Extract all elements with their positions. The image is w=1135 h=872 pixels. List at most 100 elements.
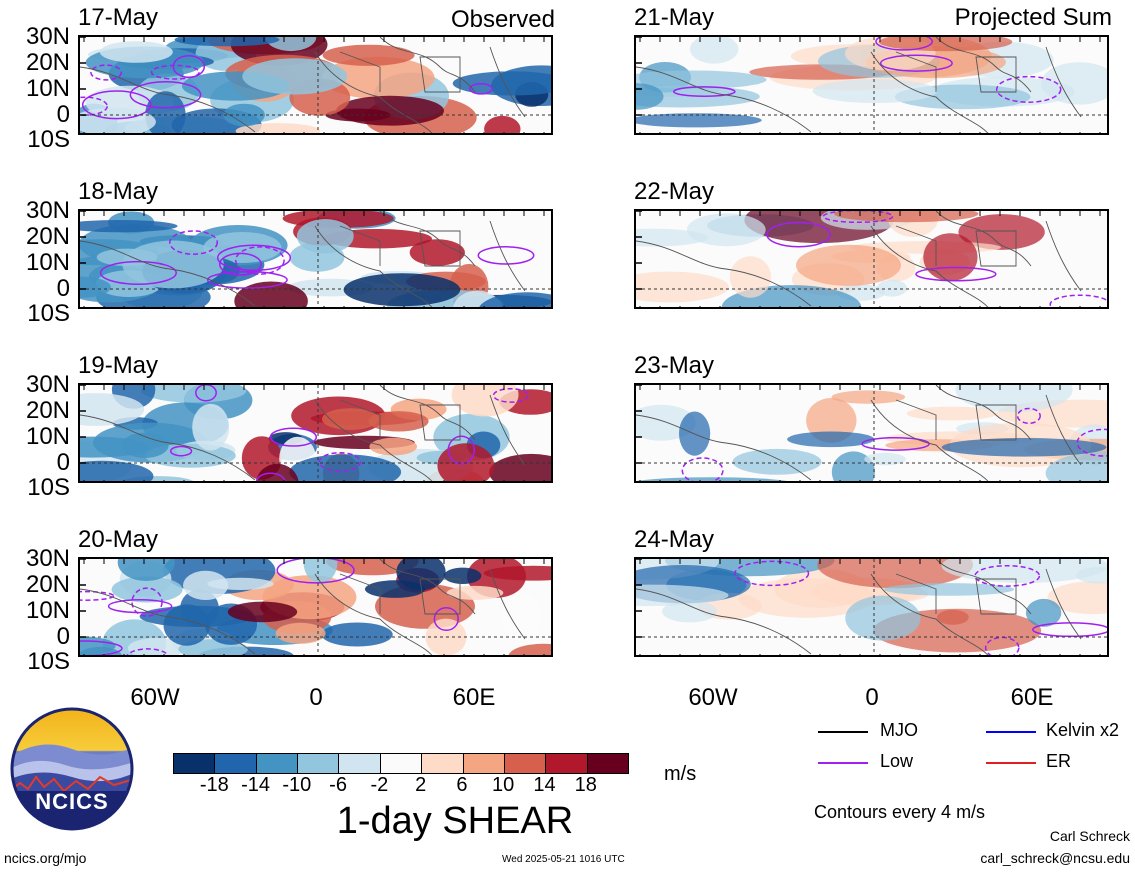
lon-label-left-60w: 60W	[130, 684, 180, 711]
lat-label: 10S	[27, 648, 70, 675]
panel-date-left-3: 19-May	[78, 352, 159, 379]
shear-blob	[242, 58, 348, 95]
shear-field	[80, 211, 551, 307]
shear-blob	[343, 273, 461, 307]
shear-blob	[443, 567, 482, 584]
colorbar-swatch	[422, 754, 464, 773]
shear-blob	[662, 600, 718, 623]
shear-blob	[192, 403, 230, 451]
lat-label: 0	[56, 101, 70, 128]
shear-blob	[275, 622, 326, 644]
shear-field	[636, 559, 1107, 655]
shear-blob	[636, 83, 664, 110]
shear-blob	[80, 436, 150, 458]
low-contour	[477, 246, 535, 265]
shear-blob	[127, 637, 186, 655]
map-panel	[78, 35, 553, 135]
site-link[interactable]: ncics.org/mjo	[4, 850, 87, 866]
low-contour	[995, 75, 1062, 103]
low-contour	[168, 230, 219, 255]
colorbar-swatch	[587, 754, 628, 773]
coastline	[80, 559, 526, 655]
shear-blob	[845, 595, 921, 641]
low-contour	[234, 246, 285, 275]
lat-label: 10S	[27, 126, 70, 153]
author-email[interactable]: carl_schreck@ncsu.edu	[980, 850, 1130, 866]
shear-blob	[1025, 598, 1062, 627]
colorbar-swatch	[380, 754, 423, 773]
coastline	[636, 211, 1082, 307]
shear-blob	[479, 292, 551, 307]
lat-label: 10N	[25, 75, 70, 102]
shear-blob	[501, 593, 542, 641]
colorbar-tick-label: 14	[533, 774, 556, 796]
coastline	[636, 559, 1082, 655]
legend-label-er: ER	[1046, 751, 1072, 771]
low-contour	[150, 64, 200, 80]
shear-blob	[446, 585, 504, 600]
shear-blob	[831, 451, 875, 481]
shear-blob	[483, 565, 551, 581]
low-contour	[861, 436, 930, 451]
legend-label-mjo: MJO	[880, 720, 918, 740]
lat-label: 20N	[25, 397, 70, 424]
shear-blob	[235, 123, 321, 133]
map-panel	[634, 383, 1109, 483]
low-contour	[915, 266, 997, 282]
low-contour	[433, 606, 459, 632]
map-panel	[634, 557, 1109, 657]
ncics-logo-icon	[10, 707, 134, 831]
shear-blob	[207, 577, 274, 590]
low-contour	[255, 472, 286, 481]
shear-blob	[369, 437, 418, 456]
low-contour	[126, 648, 169, 655]
shear-blob	[787, 431, 875, 448]
low-contour	[974, 564, 1041, 587]
panel-date-right-1: 21-May	[634, 4, 715, 31]
map-panel	[634, 35, 1109, 135]
low-contour	[875, 37, 933, 51]
legend-label-kelvin: Kelvin x2	[1046, 720, 1120, 740]
shear-blob	[203, 232, 282, 263]
ncics-logo[interactable]: NCICS	[10, 707, 134, 831]
low-contour	[469, 82, 493, 95]
shear-blob	[1045, 451, 1107, 481]
shear-field	[636, 385, 1107, 481]
lon-label-left-0: 0	[309, 684, 323, 711]
legend-line-mjo	[818, 731, 868, 733]
shear-blob	[806, 398, 857, 443]
colorbar-swatch	[215, 754, 257, 773]
shear-blob	[958, 214, 1045, 250]
shear-blob	[163, 604, 211, 646]
map-panel	[78, 383, 553, 483]
shear-blob	[117, 559, 175, 581]
shear-blob	[451, 385, 519, 417]
low-contour	[879, 54, 953, 72]
low-contour	[218, 252, 262, 276]
colorbar-swatch	[339, 754, 381, 773]
low-contour	[90, 64, 123, 81]
shear-blob	[732, 448, 822, 475]
lat-label: 30N	[25, 545, 70, 572]
shear-blob	[729, 256, 772, 298]
shear-blob	[884, 583, 1015, 596]
shear-blob	[326, 559, 419, 576]
low-contour	[129, 81, 202, 109]
shear-field	[80, 559, 551, 655]
coastline	[80, 211, 526, 307]
lat-label: 30N	[25, 197, 70, 224]
colorbar-tick-label: -18	[199, 774, 229, 796]
legend-line-low	[818, 762, 868, 764]
shear-blob	[437, 443, 495, 481]
shear-blob	[183, 570, 229, 600]
colorbar-tick-label: 18	[574, 774, 597, 796]
colorbar-swatch	[256, 754, 299, 773]
low-contour	[1032, 622, 1107, 638]
lat-label: 10N	[25, 597, 70, 624]
chart-title: 1-day SHEAR	[336, 800, 574, 842]
colorbar-swatch	[298, 754, 340, 773]
author-name: Carl Schreck	[1049, 828, 1130, 844]
shear-blob	[690, 37, 739, 64]
shear-blob	[396, 559, 446, 591]
shear-blob	[812, 79, 938, 103]
